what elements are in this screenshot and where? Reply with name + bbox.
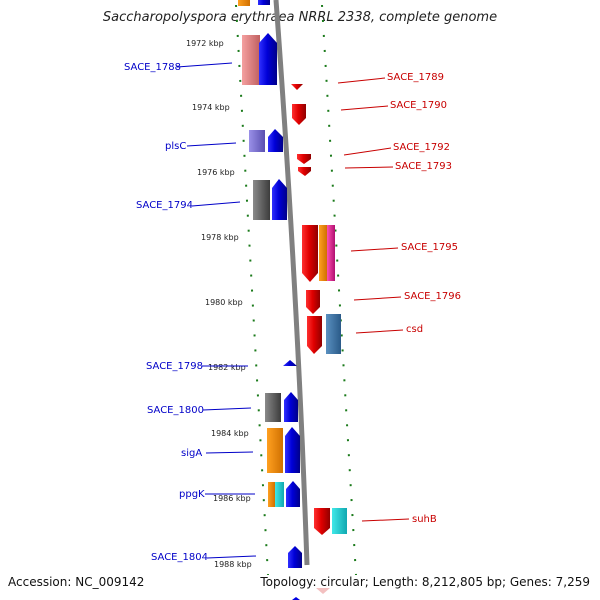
gene-sace-1795-arrow[interactable] [302, 225, 318, 282]
scale-label-1982: 1982 kbp [208, 363, 246, 372]
label-sace-1804-text: SACE_1804 [151, 552, 208, 563]
topology-text: Topology: circular; Length: 8,212,805 bp… [260, 575, 590, 589]
gene-sace-1795-box-magenta[interactable] [327, 225, 335, 281]
label-sace-1789[interactable]: SACE_1789 [337, 72, 444, 84]
gene-sace-1789-arrow[interactable] [291, 84, 303, 90]
label-ppgk-text: ppgK [179, 489, 205, 500]
gene-sace-1788-box[interactable] [242, 35, 260, 85]
label-sace-1794-text: SACE_1794 [136, 200, 193, 211]
gene-sace-1793-arrow[interactable] [298, 167, 311, 176]
label-sace-1792[interactable]: SACE_1792 [343, 142, 450, 156]
scale-label-1980: 1980 kbp [205, 298, 243, 307]
label-sace-1804[interactable]: SACE_1804 [151, 552, 257, 563]
label-sace-1793-text: SACE_1793 [395, 161, 452, 172]
label-sace-1793[interactable]: SACE_1793 [344, 161, 452, 172]
scale-label-1978: 1978 kbp [201, 233, 239, 242]
gene-ppgk-arrow[interactable] [286, 481, 300, 507]
scale-label-1976: 1976 kbp [197, 168, 235, 177]
scale-label-1986: 1986 kbp [213, 494, 251, 503]
label-sace-1796[interactable]: SACE_1796 [353, 291, 461, 302]
feature-bottom-partial [316, 588, 330, 594]
label-sace-1798[interactable]: SACE_1798 [146, 361, 248, 372]
scale-label-1988: 1988 kbp [214, 560, 252, 569]
gene-sace-1792-arrow[interactable] [297, 154, 311, 164]
left-guide-line [235, 4, 269, 576]
gene-suhb-arrow[interactable] [314, 508, 330, 535]
feature-bottom-partial-blue [292, 597, 300, 600]
label-sace-1798-text: SACE_1798 [146, 361, 203, 372]
label-sace-1792-text: SACE_1792 [393, 142, 450, 153]
label-sace-1788-text: SACE_1788 [124, 62, 181, 73]
gene-plsc-arrow[interactable] [268, 129, 283, 152]
gene-ppgk-box-cyan[interactable] [275, 482, 284, 507]
label-siga[interactable]: sigA [181, 448, 254, 459]
gene-sace-1795-box-orange[interactable] [319, 225, 327, 281]
gene-csd-box[interactable] [326, 314, 341, 354]
label-sace-1788[interactable]: SACE_1788 [124, 62, 233, 73]
label-csd-text: csd [406, 324, 423, 335]
gene-ppgk-box-orange[interactable] [268, 482, 275, 507]
label-sace-1794[interactable]: SACE_1794 [136, 200, 241, 211]
gene-siga-box[interactable] [267, 428, 283, 473]
accession-text: Accession: NC_009142 [8, 575, 145, 589]
label-suhb-text: suhB [412, 514, 437, 525]
label-sace-1796-text: SACE_1796 [404, 291, 461, 302]
gene-sace-1804-arrow[interactable] [288, 546, 302, 568]
genome-backbone [273, 0, 310, 566]
scale-label-1974: 1974 kbp [192, 103, 230, 112]
label-sace-1790[interactable]: SACE_1790 [340, 100, 447, 111]
gene-sace-1790-arrow[interactable] [292, 104, 306, 125]
map-title: Saccharopolyspora erythraea NRRL 2338, c… [102, 10, 498, 25]
label-sace-1790-text: SACE_1790 [390, 100, 447, 111]
gene-suhb-box[interactable] [332, 508, 347, 534]
label-csd[interactable]: csd [355, 324, 423, 335]
label-sace-1795-text: SACE_1795 [401, 242, 458, 253]
label-sace-1800-text: SACE_1800 [147, 405, 204, 416]
scale-label-1972: 1972 kbp [186, 39, 224, 48]
label-sace-1795[interactable]: SACE_1795 [350, 242, 458, 253]
label-suhb[interactable]: suhB [361, 514, 437, 525]
gene-sace-1794-arrow[interactable] [272, 179, 287, 220]
gene-sace-1800-arrow[interactable] [284, 392, 298, 422]
gene-sace-1800-box[interactable] [265, 393, 281, 422]
gene-siga-arrow[interactable] [285, 427, 300, 473]
label-sace-1800[interactable]: SACE_1800 [147, 405, 252, 416]
gene-sace-1798-arrow[interactable] [283, 360, 297, 366]
gene-sace-1796-arrow[interactable] [306, 290, 320, 314]
label-siga-text: sigA [181, 448, 202, 459]
label-sace-1789-text: SACE_1789 [387, 72, 444, 83]
feature-top-partial [238, 0, 250, 6]
scale-label-1984: 1984 kbp [211, 429, 249, 438]
gene-sace-1794-box[interactable] [253, 180, 270, 220]
right-guide-line [321, 4, 357, 576]
label-ppgk[interactable]: ppgK [179, 489, 255, 500]
label-plsc[interactable]: plsC [165, 141, 237, 152]
gene-sace-1788-arrow[interactable] [259, 33, 277, 85]
gene-plsc-box[interactable] [249, 130, 265, 152]
feature-top-partial-blue [258, 0, 270, 5]
label-plsc-text: plsC [165, 141, 186, 152]
gene-csd-arrow[interactable] [307, 316, 322, 354]
